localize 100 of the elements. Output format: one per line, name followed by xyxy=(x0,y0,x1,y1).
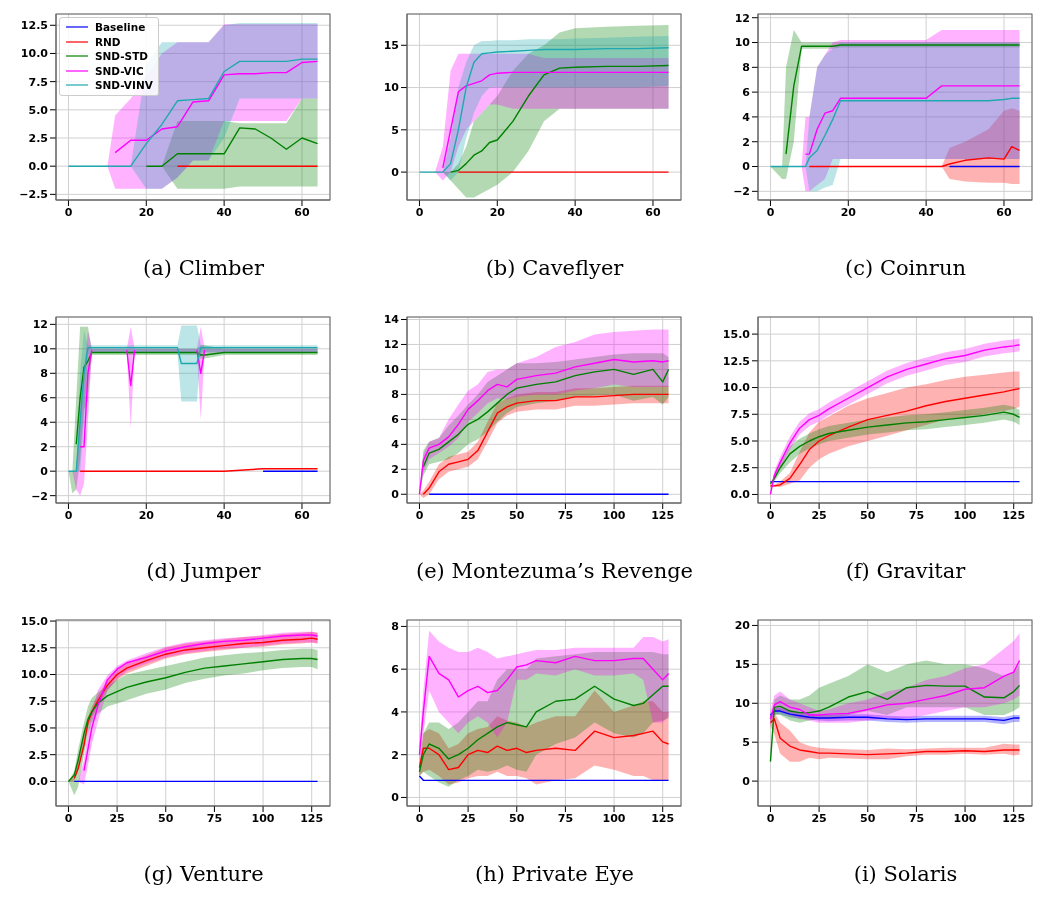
y-tick-label: 6 xyxy=(391,413,400,427)
legend-label: Baseline xyxy=(95,20,146,35)
text: (h) Private Eye xyxy=(474,862,635,886)
y-tick-label: 10 xyxy=(383,81,400,95)
y-tick-label: 10 xyxy=(32,342,49,356)
text: (c) Coinrun xyxy=(844,256,967,280)
y-tick-label: 5 xyxy=(391,123,399,137)
x-tick-label: 125 xyxy=(1002,811,1026,825)
y-tick-label: 14 xyxy=(383,313,400,327)
y-tick-label: 2.5 xyxy=(28,131,48,145)
line-series xyxy=(418,655,670,756)
y-tick-label: 0.0 xyxy=(28,160,49,174)
x-tick-label: 100 xyxy=(953,811,977,825)
y-tick-label: 4 xyxy=(40,416,49,430)
x-tick-label: 25 xyxy=(460,508,476,522)
x-tick-label: 100 xyxy=(953,508,977,522)
x-tick-label: 75 xyxy=(206,811,223,825)
line-series xyxy=(769,659,1021,720)
y-tick-label: 10 xyxy=(734,36,751,50)
x-tick-label: 0 xyxy=(415,811,424,825)
x-tick-label: 20 xyxy=(489,205,506,219)
x-tick-label: 25 xyxy=(460,811,476,825)
x-tick-label: 0 xyxy=(766,205,775,219)
y-tick-label: 0 xyxy=(742,160,751,174)
legend-label: SND-STD xyxy=(95,49,149,64)
y-tick-label: 4 xyxy=(391,705,400,719)
line-series xyxy=(804,85,1021,155)
y-tick-label: 12.5 xyxy=(20,19,48,33)
x-tick-label: 125 xyxy=(300,811,324,825)
y-tick-label: 0 xyxy=(40,465,49,479)
x-tick-label: 20 xyxy=(840,205,857,219)
x-tick-label: 25 xyxy=(109,811,125,825)
y-tick-label: −2.5 xyxy=(19,188,48,202)
x-tick-label: 25 xyxy=(811,508,827,522)
y-tick-label: 6 xyxy=(742,86,751,100)
x-tick-label: 75 xyxy=(908,811,925,825)
y-tick-label: 15 xyxy=(383,39,399,53)
y-tick-label: 15 xyxy=(734,658,750,672)
line-series xyxy=(769,718,1021,756)
y-tick-label: 0.0 xyxy=(730,488,751,502)
y-tick-label: −2 xyxy=(31,489,48,503)
text: (g) Venture xyxy=(142,862,265,886)
x-tick-label: 100 xyxy=(602,811,626,825)
x-tick-label: 100 xyxy=(251,811,275,825)
y-tick-label: 0 xyxy=(391,166,400,180)
y-tick-label: 8 xyxy=(391,388,399,402)
text: (d) Jumper xyxy=(145,559,262,583)
y-tick-label: 15.0 xyxy=(722,328,751,342)
y-tick-label: 12 xyxy=(32,318,48,332)
y-tick-label: 12 xyxy=(734,11,750,25)
x-tick-label: 50 xyxy=(860,508,876,522)
line-series xyxy=(75,351,319,445)
y-tick-label: 5.0 xyxy=(28,103,49,117)
legend-label: SND-VINV xyxy=(95,78,153,93)
y-tick-label: 20 xyxy=(734,619,751,633)
x-tick-label: 0 xyxy=(64,508,73,522)
y-tick-label: 7.5 xyxy=(730,408,750,422)
line-series xyxy=(769,97,1021,168)
text: (a) Climber xyxy=(142,256,265,280)
x-tick-label: 50 xyxy=(509,508,525,522)
y-tick-label: 2.5 xyxy=(730,461,750,475)
x-tick-label: 60 xyxy=(294,508,310,522)
y-tick-label: 6 xyxy=(40,391,49,405)
y-tick-label: 12.5 xyxy=(20,641,48,655)
y-tick-label: 10 xyxy=(383,363,400,377)
line-series xyxy=(769,684,1021,763)
line-series xyxy=(422,368,670,468)
x-tick-label: 0 xyxy=(415,508,424,522)
x-tick-label: 75 xyxy=(557,811,574,825)
y-tick-label: 2 xyxy=(742,135,750,149)
x-tick-label: 25 xyxy=(811,811,827,825)
y-tick-label: 8 xyxy=(40,367,48,381)
x-tick-label: 40 xyxy=(216,205,233,219)
y-tick-label: 7.5 xyxy=(28,695,48,709)
y-tick-label: 12.5 xyxy=(722,354,750,368)
line-series xyxy=(67,657,319,783)
y-tick-label: 0 xyxy=(391,488,400,502)
line-series xyxy=(145,127,319,167)
x-tick-label: 40 xyxy=(567,205,584,219)
y-tick-label: 8 xyxy=(391,620,399,634)
x-tick-label: 60 xyxy=(294,205,310,219)
y-tick-label: 4 xyxy=(391,438,400,452)
y-tick-label: 10.0 xyxy=(20,47,49,61)
x-tick-label: 50 xyxy=(509,811,525,825)
x-tick-label: 60 xyxy=(996,205,1012,219)
y-tick-label: 4 xyxy=(742,110,751,124)
x-tick-label: 75 xyxy=(908,508,925,522)
y-tick-label: 0.0 xyxy=(28,775,49,789)
y-tick-label: 6 xyxy=(391,663,400,677)
y-tick-label: 0 xyxy=(391,791,400,805)
line-series xyxy=(67,58,319,167)
y-tick-label: 5.0 xyxy=(28,721,49,735)
text: (i) Solaris xyxy=(852,862,959,886)
y-tick-label: 5.0 xyxy=(730,434,751,448)
x-tick-label: 0 xyxy=(415,205,424,219)
x-tick-label: 50 xyxy=(860,811,876,825)
y-tick-label: 2 xyxy=(391,748,399,762)
y-tick-label: −2 xyxy=(733,185,750,199)
y-tick-label: 2 xyxy=(40,440,48,454)
x-tick-label: 125 xyxy=(651,508,675,522)
